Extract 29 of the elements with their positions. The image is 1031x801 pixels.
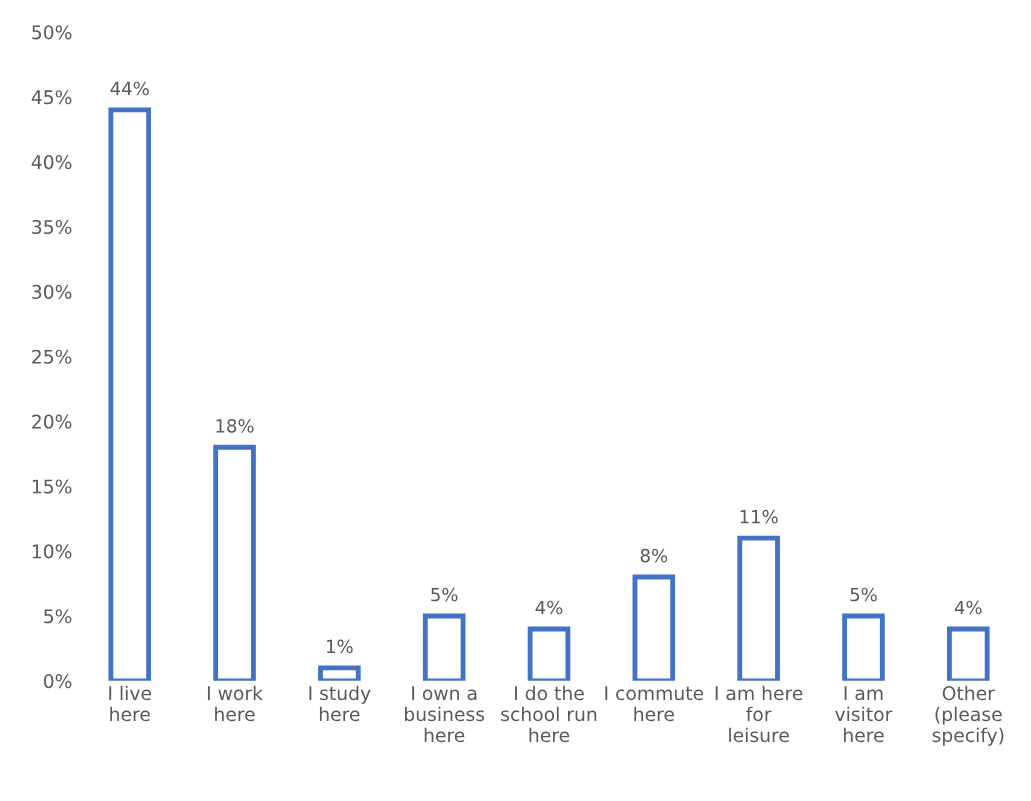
y-tick-label: 0%: [43, 674, 72, 689]
x-tick-label: I live here: [109, 685, 152, 722]
x-tick-label: Other (please specify): [932, 685, 1004, 746]
y-tick-label: 15%: [32, 479, 72, 494]
y-tick-label: 45%: [31, 90, 72, 105]
data-label: 5%: [431, 587, 458, 602]
x-tick-label: I do the school run here: [501, 685, 597, 743]
y-tick-label: 40%: [31, 155, 72, 170]
data-label: 1%: [327, 639, 353, 654]
data-label: 18%: [216, 419, 254, 433]
x-tick-label: I work here: [207, 685, 263, 722]
x-tick-label: I am here for leisure: [715, 685, 803, 743]
data-label: 4%: [954, 600, 982, 615]
x-tick-label: I am visitor here: [835, 686, 893, 743]
x-tick-label: I commute here: [605, 686, 704, 722]
data-label: 44%: [110, 81, 149, 96]
y-tick-label: 35%: [32, 219, 72, 235]
y-tick-label: 25%: [32, 349, 72, 364]
x-tick-label: I own a business here: [405, 686, 485, 743]
y-tick-label: 10%: [32, 544, 72, 559]
y-tick-label: 5%: [44, 609, 72, 624]
y-tick-label: 20%: [32, 414, 72, 429]
data-label: 8%: [640, 548, 668, 563]
y-tick-label: 50%: [32, 25, 72, 40]
y-tick-label: 30%: [32, 284, 72, 299]
data-label: 5%: [850, 587, 877, 602]
data-label: 11%: [740, 509, 778, 524]
x-tick-label: I study here: [309, 685, 371, 722]
data-label: 4%: [535, 600, 563, 615]
